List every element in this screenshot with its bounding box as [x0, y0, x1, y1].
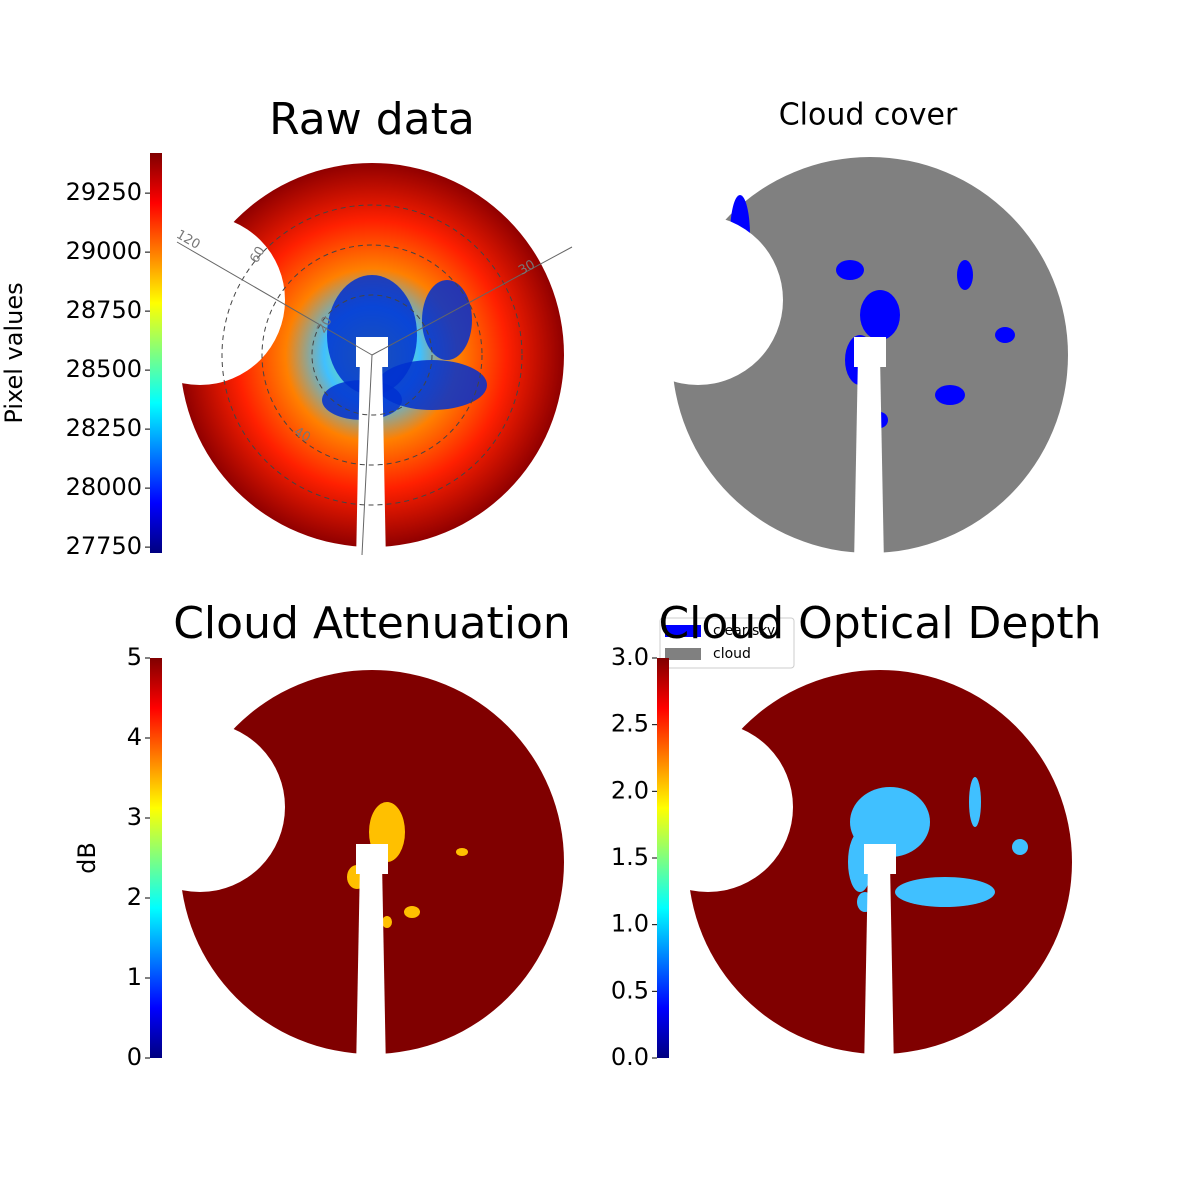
legend-label: cloud [713, 646, 751, 662]
colorbar-tick-label: 3 [127, 803, 142, 831]
polar-circle [311, 294, 433, 416]
image-blob [857, 892, 873, 912]
colorbar-tick-label: 1.5 [611, 843, 649, 871]
panel: Cloud cover clear sky cloud [659, 98, 1068, 669]
colorbar-tick-label: 29250 [66, 178, 142, 206]
colorbar-tick-label: 27750 [66, 532, 142, 560]
legend-label: clear sky [713, 623, 775, 639]
colorbar-label: Pixel values [0, 282, 28, 423]
colorbar-tick-label: 0.5 [611, 976, 649, 1004]
image-blob [872, 412, 888, 428]
polar-label: 20 [314, 314, 335, 336]
image-blob [895, 877, 995, 907]
image-blob [404, 906, 420, 918]
legend-swatch [665, 648, 701, 660]
polar-circle [221, 204, 523, 506]
colorbar-tick-label: 29000 [66, 237, 142, 265]
image-blob [848, 832, 872, 892]
image-blob [456, 848, 468, 856]
colorbar-label: dB [73, 842, 101, 874]
panel-title: Cloud Attenuation [173, 598, 571, 649]
image-blob [327, 275, 417, 395]
panel-title: Raw data [269, 94, 475, 145]
image-blob [730, 195, 750, 275]
image-blob [369, 802, 405, 862]
polar-line [371, 246, 573, 356]
colorbar-tick-label: 1 [127, 963, 142, 991]
colorbar-tick-label: 0.0 [611, 1043, 649, 1071]
sky-image [672, 157, 1068, 553]
colorbar-tick-label: 28250 [66, 414, 142, 442]
polar-label: 60 [247, 244, 268, 266]
image-blob [1012, 839, 1028, 855]
colorbar-tick-label: 28500 [66, 355, 142, 383]
image-blob [957, 260, 973, 290]
polar-line [361, 354, 373, 556]
panel-title: Cloud cover [779, 98, 958, 133]
colorbar-tick-label: 3.0 [611, 643, 649, 671]
polar-label: 40 [291, 424, 313, 445]
panel: Raw data12060302040277502800028250285002… [0, 94, 573, 560]
image-blob [422, 280, 472, 360]
polar-label: 30 [516, 257, 538, 278]
image-disk [688, 670, 1072, 1054]
colorbar-tick-label: 4 [127, 723, 142, 751]
image-blob [995, 327, 1015, 343]
panel: Cloud Optical Depth 0.0 0.5 1.0 1.5 2.0 2.5 3.0 [611, 598, 1102, 1071]
image-blob [935, 385, 965, 405]
colorbar-tick-label: 0 [127, 1043, 142, 1071]
colorbar-tick-label: 28750 [66, 296, 142, 324]
image-blob [382, 916, 392, 928]
legend-swatch [665, 625, 701, 637]
colorbar-tick-label: 2.0 [611, 776, 649, 804]
colorbar [150, 658, 162, 1058]
colorbar [657, 658, 669, 1058]
polar-line [176, 241, 373, 356]
panel: Cloud Attenuation 0 1 2 3 4 5 dB [73, 598, 571, 1071]
image-blob [347, 865, 367, 889]
colorbar-tick-label: 28000 [66, 473, 142, 501]
colorbar [150, 153, 162, 553]
colorbar-tick-label: 5 [127, 643, 142, 671]
image-blob [850, 787, 930, 857]
image-blob [836, 260, 864, 280]
image-disk [180, 670, 564, 1054]
colorbar-tick-label: 2.5 [611, 710, 649, 738]
sky-image [180, 670, 564, 1054]
image-blob [322, 380, 402, 420]
image-blob [845, 335, 875, 385]
polar-circle [261, 244, 483, 466]
colorbar-tick-label: 2 [127, 883, 142, 911]
sky-image [688, 670, 1072, 1054]
colorbar-tick-label: 1.0 [611, 910, 649, 938]
image-blob [969, 777, 981, 827]
image-blob [377, 360, 487, 410]
image-blob [860, 290, 900, 340]
legend: clear sky cloud [659, 617, 795, 669]
panel-title: Cloud Optical Depth [658, 598, 1101, 649]
